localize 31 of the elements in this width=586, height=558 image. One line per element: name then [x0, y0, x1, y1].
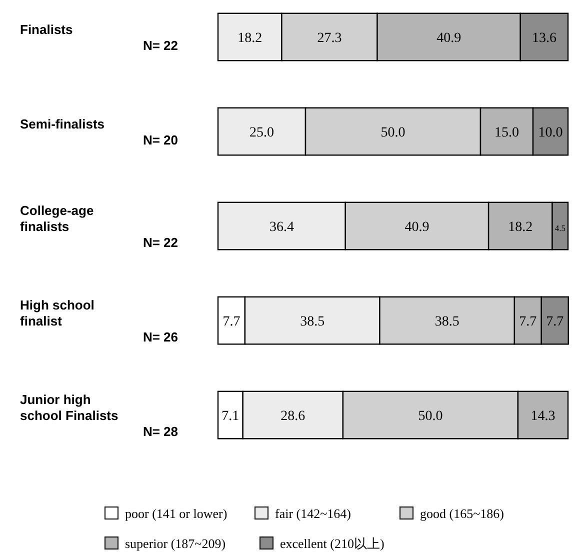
data-label: 18.2 — [238, 30, 262, 46]
category-label: Finalists N= 22 — [20, 22, 178, 53]
category-label: Semi-finalists N= 20 — [20, 116, 178, 148]
data-label: 28.6 — [280, 409, 306, 424]
data-label: 40.9 — [436, 30, 462, 46]
data-label: 50.0 — [418, 409, 443, 424]
data-label: 18.2 — [508, 220, 533, 235]
data-label: 50.0 — [380, 125, 406, 140]
category-label: Junior high school Finalists N= 28 — [20, 392, 178, 440]
data-label: 40.9 — [404, 220, 430, 235]
data-label: 27.3 — [317, 30, 342, 46]
data-label: 15.0 — [494, 125, 519, 140]
data-label: 38.5 — [434, 314, 460, 330]
legend-label: superior (187~209) — [125, 536, 226, 551]
data-label: 7.7 — [519, 314, 537, 330]
data-label: 7.7 — [546, 314, 564, 330]
legend-label: excellent (210以上) — [280, 536, 384, 551]
category-label: High school finalist N= 26 — [20, 298, 178, 345]
data-label: 7.7 — [222, 314, 240, 330]
legend-label: good (165~186) — [420, 506, 504, 521]
legend-label: fair (142~164) — [275, 506, 351, 521]
data-label: 7.1 — [222, 409, 240, 424]
data-label: 14.3 — [530, 409, 556, 424]
data-label: 10.0 — [538, 125, 563, 140]
legend-label: poor (141 or lower) — [125, 506, 228, 521]
category-label: College-age finalists N= 22 — [20, 203, 178, 250]
data-label: 25.0 — [250, 125, 274, 140]
data-label: 13.6 — [532, 30, 556, 46]
data-label: 36.4 — [269, 220, 294, 235]
data-label: 38.5 — [300, 314, 325, 330]
data-label: 4.5 — [554, 223, 566, 233]
